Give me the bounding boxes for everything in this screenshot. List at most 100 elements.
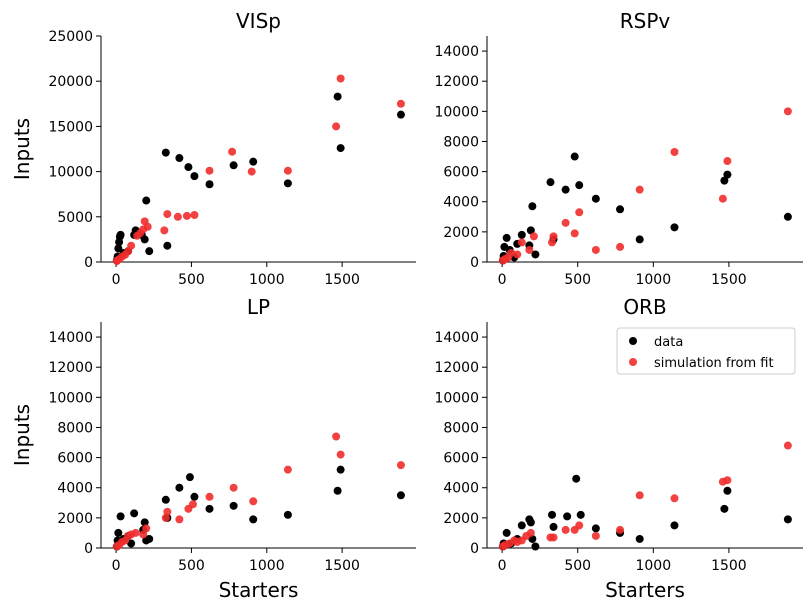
data-point <box>163 241 172 250</box>
series-simulation <box>498 107 792 265</box>
x-axis-label: Starters <box>219 578 299 602</box>
data-point <box>723 170 732 179</box>
y-tick-label: 25000 <box>48 29 93 45</box>
data-point <box>114 528 123 537</box>
x-tick-label: 1500 <box>324 272 360 288</box>
data-point <box>528 534 537 543</box>
data-point <box>396 491 405 500</box>
data-point <box>336 144 345 153</box>
data-point <box>570 152 579 161</box>
simulation-point <box>283 465 292 474</box>
data-point <box>229 161 238 170</box>
simulation-point <box>783 107 792 116</box>
data-point <box>396 110 405 119</box>
data-point <box>720 504 729 513</box>
simulation-point <box>229 483 238 492</box>
subplot-title: LP <box>247 295 270 319</box>
y-tick-label: 6000 <box>57 451 93 467</box>
simulation-point <box>336 450 345 459</box>
x-tick-label: 1500 <box>324 558 360 574</box>
simulation-point <box>396 461 405 470</box>
x-tick-label: 1000 <box>635 272 671 288</box>
y-tick-label: 0 <box>84 255 93 271</box>
simulation-point <box>173 212 182 221</box>
x-tick-label: 500 <box>178 558 205 574</box>
x-axis-label: Starters <box>605 578 685 602</box>
legend-label: simulation from fit <box>654 356 774 371</box>
legend-label: data <box>654 335 683 350</box>
data-point <box>720 176 729 185</box>
data-point <box>283 179 292 188</box>
data-point <box>572 474 581 483</box>
y-tick-label: 12000 <box>434 360 479 376</box>
series-simulation <box>112 74 405 266</box>
x-tick-label: 1000 <box>635 558 671 574</box>
simulation-point <box>575 208 584 217</box>
simulation-point <box>131 528 140 537</box>
simulation-point <box>517 238 526 247</box>
subplot-lp: LP 0 2000 4000 6000 8000 10000 12000 14000 0 500 10… <box>10 295 416 602</box>
y-tick-label: 4000 <box>443 195 479 211</box>
simulation-point <box>161 513 170 522</box>
y-tick-label: 2000 <box>443 225 479 241</box>
subplot-visp: VISp 0 5000 10000 15000 20000 25000 0 500 1000 150… <box>10 9 416 288</box>
y-axis-label: Inputs <box>10 404 34 466</box>
data-point <box>161 148 170 157</box>
x-tick-label: 1000 <box>249 272 285 288</box>
data-point <box>205 180 214 189</box>
data-point <box>175 483 184 492</box>
y-tick-label: 10000 <box>434 104 479 120</box>
data-point <box>229 501 238 510</box>
y-tick-label: 20000 <box>48 74 93 90</box>
series-data <box>112 465 405 551</box>
y-tick-label: 12000 <box>434 74 479 90</box>
simulation-point <box>143 222 152 231</box>
data-point <box>145 534 154 543</box>
simulation-point <box>507 248 516 257</box>
x-tick-label: 500 <box>178 272 205 288</box>
data-point <box>502 528 511 537</box>
y-tick-label: 15000 <box>48 119 93 135</box>
y-tick-label: 8000 <box>57 420 93 436</box>
data-point <box>546 178 555 187</box>
y-tick-label: 2000 <box>443 511 479 527</box>
data-point <box>591 194 600 203</box>
x-tick-label: 0 <box>112 558 121 574</box>
y-tick-label: 2000 <box>57 511 93 527</box>
simulation-point <box>127 241 136 250</box>
data-point <box>517 521 526 530</box>
data-point <box>670 223 679 232</box>
data-point <box>175 154 184 163</box>
data-point <box>591 524 600 533</box>
data-point <box>140 518 149 527</box>
data-point <box>185 473 194 482</box>
y-tick-label: 10000 <box>48 165 93 181</box>
x-tick-label: 0 <box>112 272 121 288</box>
y-tick-label: 0 <box>84 541 93 557</box>
y-tick-label: 4000 <box>57 481 93 497</box>
data-point <box>526 226 535 235</box>
simulation-point <box>575 521 584 530</box>
simulation-point <box>175 515 184 524</box>
simulation-point <box>570 229 579 238</box>
data-point <box>563 512 572 521</box>
x-tick-label: 1500 <box>711 558 747 574</box>
simulation-point <box>549 232 558 241</box>
x-tick-label: 0 <box>498 272 507 288</box>
simulation-point <box>525 245 534 254</box>
data-point <box>336 465 345 474</box>
legend-box <box>616 327 796 375</box>
series-simulation <box>498 441 792 551</box>
simulation-point <box>635 491 644 500</box>
y-tick-label: 14000 <box>434 330 479 346</box>
data-point <box>190 492 199 501</box>
simulation-point <box>529 232 538 241</box>
data-point <box>616 205 625 214</box>
data-point <box>526 518 535 527</box>
x-tick-label: 0 <box>498 558 507 574</box>
series-data <box>112 92 405 265</box>
data-point <box>561 185 570 194</box>
simulation-point <box>205 492 214 501</box>
data-point <box>114 244 123 253</box>
data-point <box>333 92 342 101</box>
